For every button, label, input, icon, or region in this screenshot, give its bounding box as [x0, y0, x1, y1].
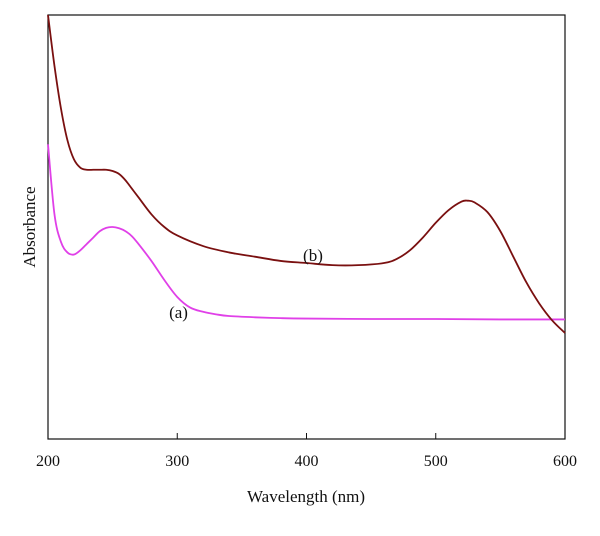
plot-frame — [47, 14, 566, 440]
curve-label-a: (a) — [169, 303, 188, 322]
x-axis-title: Wavelength (nm) — [247, 487, 365, 506]
series-lines — [47, 14, 566, 334]
y-axis-title: Absorbance — [20, 186, 39, 267]
series-line-b — [47, 14, 566, 334]
x-tick-label-600: 600 — [553, 453, 577, 470]
x-tick-label-300: 300 — [165, 453, 189, 470]
x-tick-label-500: 500 — [424, 453, 448, 470]
x-tick-label-400: 400 — [295, 453, 319, 470]
curve-annotations: (a) (b) — [169, 246, 323, 322]
series-line-a — [47, 144, 566, 321]
x-axis-ticks: 200 300 400 500 600 — [36, 433, 577, 470]
curve-label-b: (b) — [303, 246, 323, 265]
x-tick-label-200: 200 — [36, 453, 60, 470]
